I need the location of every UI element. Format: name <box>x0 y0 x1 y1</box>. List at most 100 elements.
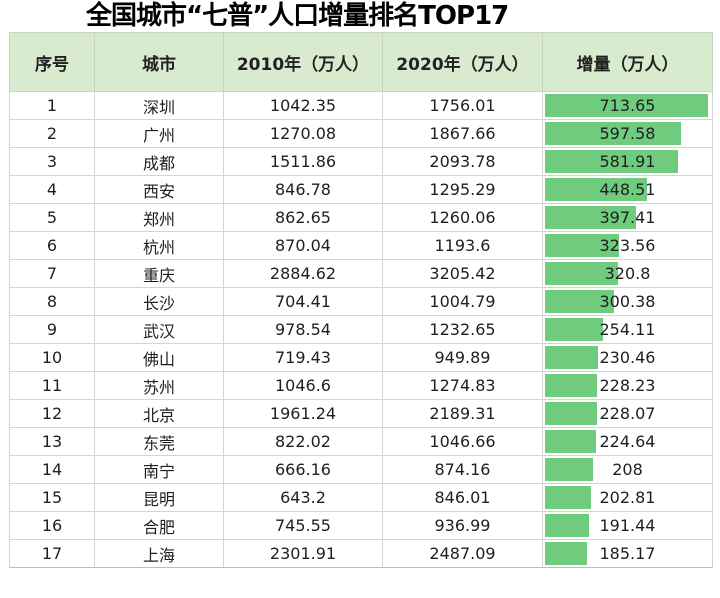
increase-value: 254.11 <box>599 320 656 339</box>
row-increase: 228.07 <box>542 399 713 428</box>
row-city: 上海 <box>94 539 224 568</box>
row-pop-2020: 936.99 <box>382 511 543 540</box>
row-index: 12 <box>9 399 95 428</box>
header-increase: 增量（万人） <box>542 32 713 92</box>
row-pop-2020: 2093.78 <box>382 147 543 176</box>
increase-bar <box>545 542 587 565</box>
increase-bar <box>545 486 591 509</box>
table-row: 1 深圳 1042.35 1756.01 713.65 <box>9 91 713 120</box>
row-pop-2010: 1046.6 <box>223 371 383 400</box>
row-increase: 597.58 <box>542 119 713 148</box>
row-pop-2010: 822.02 <box>223 427 383 456</box>
row-index: 16 <box>9 511 95 540</box>
increase-value: 323.56 <box>599 236 656 255</box>
row-index: 3 <box>9 147 95 176</box>
table-row: 4 西安 846.78 1295.29 448.51 <box>9 175 713 204</box>
increase-value: 185.17 <box>599 544 656 563</box>
row-pop-2020: 874.16 <box>382 455 543 484</box>
row-pop-2020: 949.89 <box>382 343 543 372</box>
row-city: 深圳 <box>94 91 224 120</box>
row-city: 佛山 <box>94 343 224 372</box>
increase-value: 224.64 <box>599 432 656 451</box>
row-pop-2010: 978.54 <box>223 315 383 344</box>
row-index: 7 <box>9 259 95 288</box>
row-index: 13 <box>9 427 95 456</box>
table-row: 2 广州 1270.08 1867.66 597.58 <box>9 119 713 148</box>
increase-bar <box>545 514 589 537</box>
row-pop-2010: 643.2 <box>223 483 383 512</box>
row-increase: 228.23 <box>542 371 713 400</box>
row-city: 重庆 <box>94 259 224 288</box>
row-index: 11 <box>9 371 95 400</box>
row-city: 成都 <box>94 147 224 176</box>
row-pop-2020: 1260.06 <box>382 203 543 232</box>
row-pop-2010: 1042.35 <box>223 91 383 120</box>
row-pop-2020: 846.01 <box>382 483 543 512</box>
row-increase: 230.46 <box>542 343 713 372</box>
table-row: 12 北京 1961.24 2189.31 228.07 <box>9 399 713 428</box>
row-pop-2010: 1511.86 <box>223 147 383 176</box>
table-row: 10 佛山 719.43 949.89 230.46 <box>9 343 713 372</box>
row-pop-2020: 1274.83 <box>382 371 543 400</box>
row-index: 17 <box>9 539 95 568</box>
row-pop-2010: 719.43 <box>223 343 383 372</box>
row-pop-2010: 745.55 <box>223 511 383 540</box>
row-city: 苏州 <box>94 371 224 400</box>
increase-value: 228.23 <box>599 376 656 395</box>
table-row: 14 南宁 666.16 874.16 208 <box>9 455 713 484</box>
row-pop-2010: 704.41 <box>223 287 383 316</box>
row-increase: 185.17 <box>542 539 713 568</box>
row-city: 西安 <box>94 175 224 204</box>
row-city: 杭州 <box>94 231 224 260</box>
row-increase: 208 <box>542 455 713 484</box>
increase-bar <box>545 234 619 257</box>
table-row: 15 昆明 643.2 846.01 202.81 <box>9 483 713 512</box>
table-row: 13 东莞 822.02 1046.66 224.64 <box>9 427 713 456</box>
row-pop-2020: 1193.6 <box>382 231 543 260</box>
increase-value: 581.91 <box>599 152 656 171</box>
increase-bar <box>545 346 598 369</box>
row-pop-2020: 1756.01 <box>382 91 543 120</box>
increase-value: 228.07 <box>599 404 656 423</box>
row-index: 2 <box>9 119 95 148</box>
row-city: 合肥 <box>94 511 224 540</box>
table-body: 1 深圳 1042.35 1756.01 713.65 2 广州 1270.08 1867.66… <box>9 91 713 568</box>
row-city: 南宁 <box>94 455 224 484</box>
table-row: 17 上海 2301.91 2487.09 185.17 <box>9 539 713 568</box>
increase-value: 320.8 <box>604 264 651 283</box>
increase-value: 597.58 <box>599 124 656 143</box>
increase-bar <box>545 402 597 425</box>
increase-value: 208 <box>612 460 643 479</box>
row-pop-2010: 1270.08 <box>223 119 383 148</box>
row-index: 1 <box>9 91 95 120</box>
row-city: 长沙 <box>94 287 224 316</box>
table-row: 9 武汉 978.54 1232.65 254.11 <box>9 315 713 344</box>
row-city: 昆明 <box>94 483 224 512</box>
row-index: 6 <box>9 231 95 260</box>
row-city: 武汉 <box>94 315 224 344</box>
page-title: 全国城市“七普”人口增量排名TOP17 <box>86 0 509 34</box>
row-index: 5 <box>9 203 95 232</box>
row-city: 北京 <box>94 399 224 428</box>
row-city: 郑州 <box>94 203 224 232</box>
increase-bar <box>545 178 647 201</box>
population-table-container: 序号 城市 2010年（万人） 2020年（万人） 增量（万人） 1 深圳 1042… <box>9 32 713 568</box>
row-increase: 254.11 <box>542 315 713 344</box>
increase-value: 191.44 <box>599 516 656 535</box>
row-pop-2010: 870.04 <box>223 231 383 260</box>
row-index: 4 <box>9 175 95 204</box>
header-pop-2010: 2010年（万人） <box>223 32 383 92</box>
table-row: 7 重庆 2884.62 3205.42 320.8 <box>9 259 713 288</box>
row-index: 14 <box>9 455 95 484</box>
table-row: 3 成都 1511.86 2093.78 581.91 <box>9 147 713 176</box>
row-pop-2010: 2884.62 <box>223 259 383 288</box>
increase-bar <box>545 122 681 145</box>
row-pop-2020: 3205.42 <box>382 259 543 288</box>
row-increase: 320.8 <box>542 259 713 288</box>
row-pop-2020: 1232.65 <box>382 315 543 344</box>
increase-value: 202.81 <box>599 488 656 507</box>
row-increase: 448.51 <box>542 175 713 204</box>
increase-bar <box>545 374 597 397</box>
row-pop-2020: 1295.29 <box>382 175 543 204</box>
row-increase: 300.38 <box>542 287 713 316</box>
